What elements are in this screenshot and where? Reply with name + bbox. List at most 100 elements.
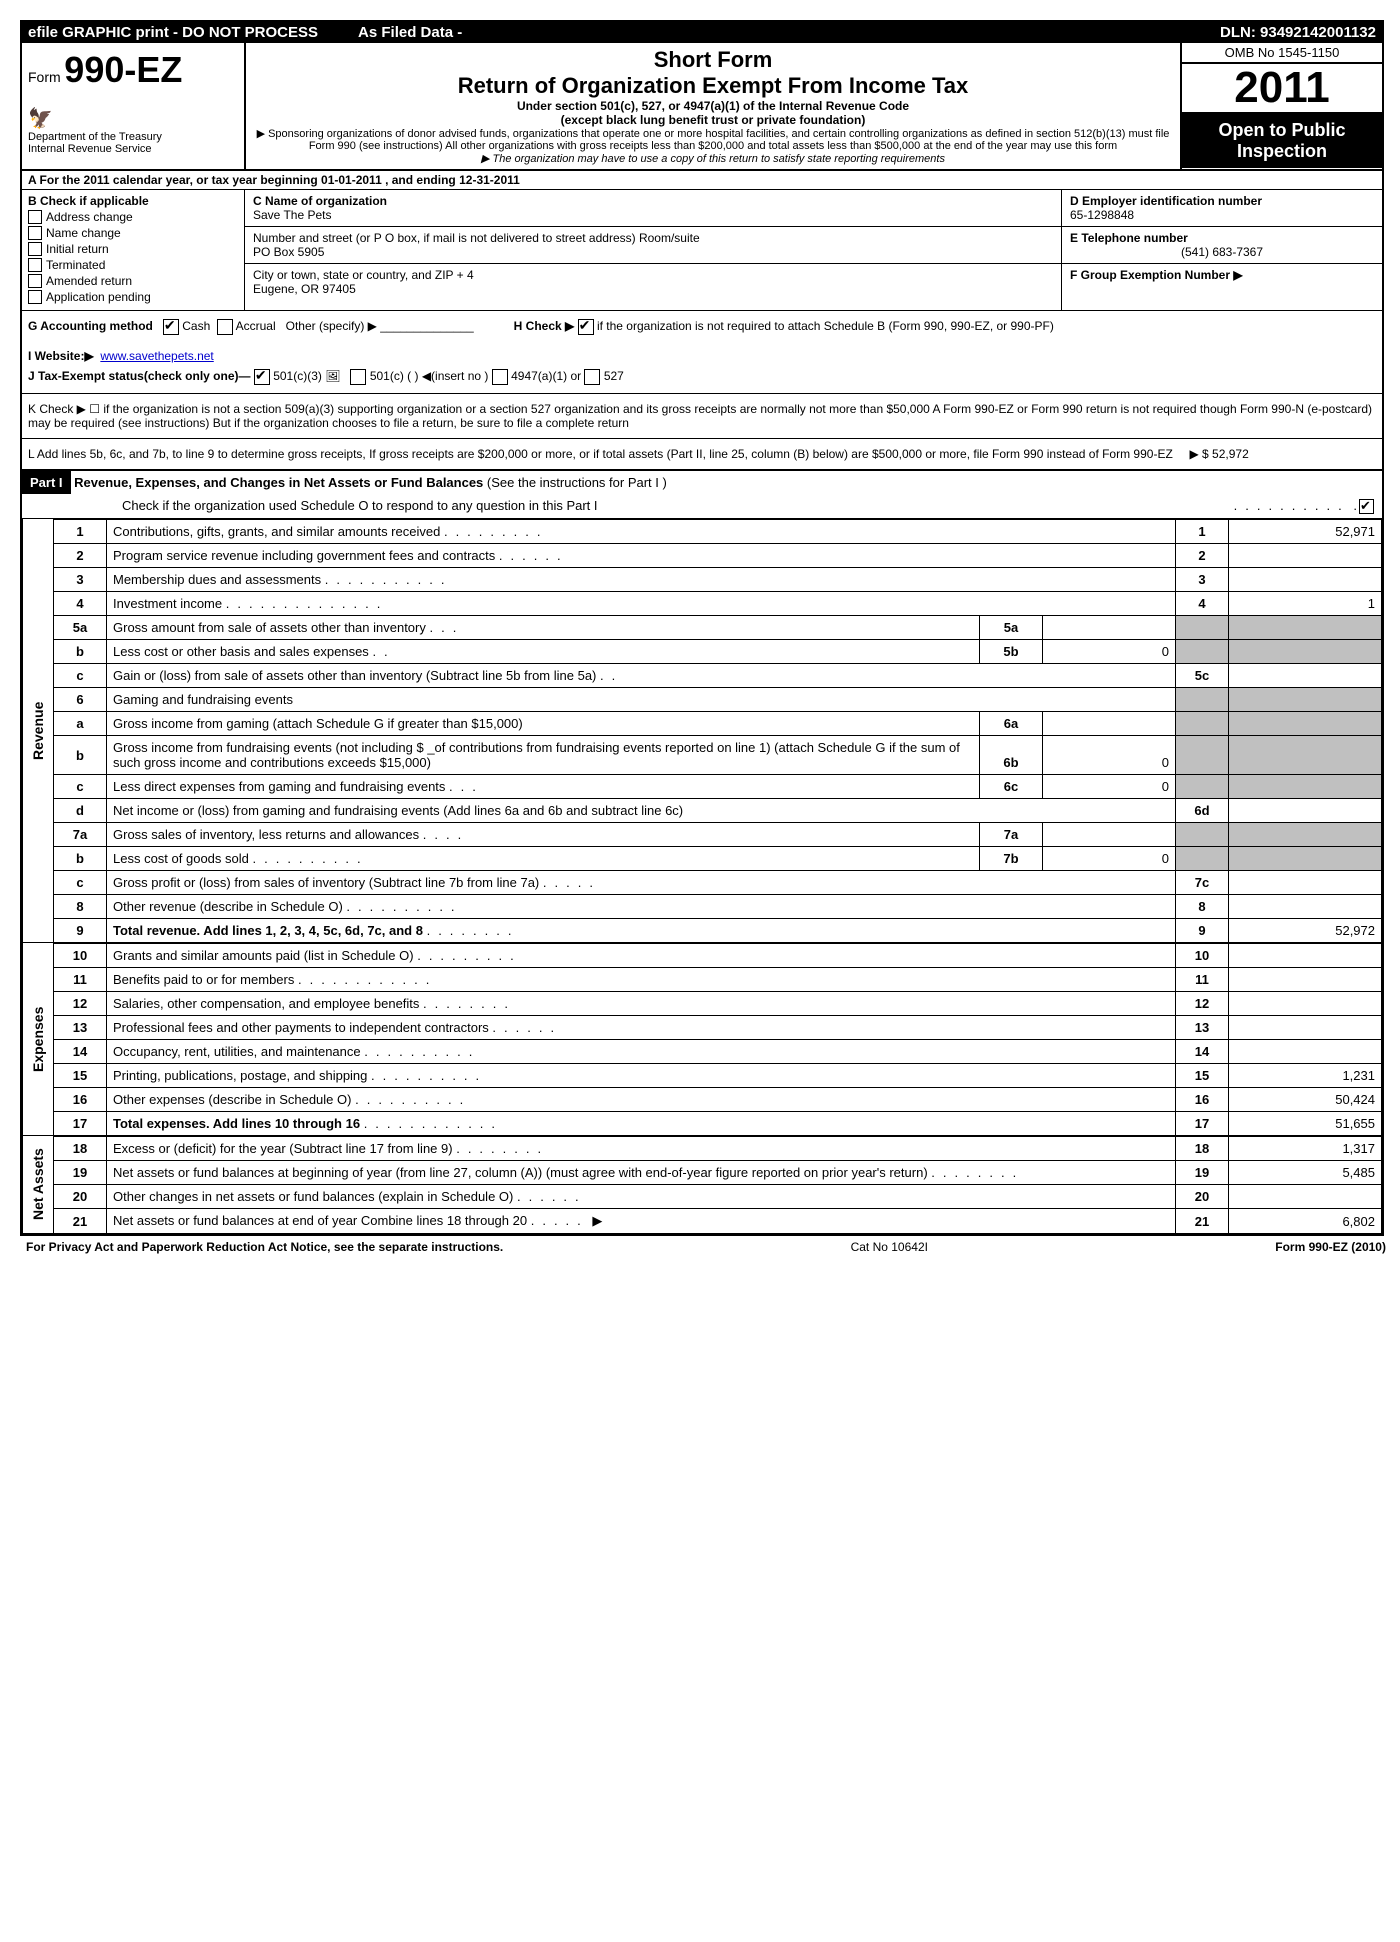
part1-title: Revenue, Expenses, and Changes in Net As… <box>74 475 483 490</box>
line-desc: Other expenses (describe in Schedule O) … <box>107 1088 1176 1112</box>
cb-name-change[interactable] <box>28 226 42 240</box>
line-num: 14 <box>54 1040 107 1064</box>
line-num: 1 <box>54 520 107 544</box>
line-rnum: 15 <box>1176 1064 1229 1088</box>
line-desc: Printing, publications, postage, and shi… <box>107 1064 1176 1088</box>
g-accrual: Accrual <box>236 319 276 333</box>
line-amount <box>1229 871 1382 895</box>
line-desc: Gross sales of inventory, less returns a… <box>107 823 1176 847</box>
line-num: 6 <box>54 688 107 712</box>
sub1: Under section 501(c), 527, or 4947(a)(1)… <box>250 99 1176 113</box>
cb-501c3[interactable] <box>254 369 270 385</box>
cb-initial-return[interactable] <box>28 242 42 256</box>
line-amount <box>1229 544 1382 568</box>
topbar-dln: DLN: 93492142001132 <box>1220 24 1376 41</box>
line-rnum-shaded <box>1176 736 1229 775</box>
part1-header-row: Part I Revenue, Expenses, and Changes in… <box>22 471 1382 519</box>
cb-address-change[interactable] <box>28 210 42 224</box>
cb-cash[interactable] <box>163 319 179 335</box>
line-num: 5a <box>54 616 107 640</box>
line-amount <box>1229 664 1382 688</box>
header-row: Form 990-EZ 🦅 Department of the Treasury… <box>22 43 1382 171</box>
form-990ez: efile GRAPHIC print - DO NOT PROCESS As … <box>20 20 1384 1236</box>
line-desc: Less direct expenses from gaming and fun… <box>107 775 1176 799</box>
bullet2: ▶ The organization may have to use a cop… <box>250 152 1176 165</box>
line-desc: Occupancy, rent, utilities, and maintena… <box>107 1040 1176 1064</box>
sub-amt: 0 <box>1043 775 1176 798</box>
expenses-table: 10Grants and similar amounts paid (list … <box>53 943 1382 1136</box>
line-amount <box>1229 1016 1382 1040</box>
line-amount: 50,424 <box>1229 1088 1382 1112</box>
netassets-section: Net Assets 18Excess or (deficit) for the… <box>22 1136 1382 1234</box>
line-amount-shaded <box>1229 823 1382 847</box>
j-label: J Tax-Exempt status(check only one)— <box>28 369 251 383</box>
cb-terminated[interactable] <box>28 258 42 272</box>
open-line1: Open to Public <box>1184 120 1380 141</box>
c-addr-value: PO Box 5905 <box>253 245 1053 259</box>
row-a-label: A For the 2011 calendar year, or tax yea… <box>28 173 318 187</box>
line-rnum-shaded <box>1176 712 1229 736</box>
block-l: L Add lines 5b, 6c, and 7b, to line 9 to… <box>22 439 1382 471</box>
line-amount <box>1229 1040 1382 1064</box>
open-line2: Inspection <box>1184 141 1380 162</box>
vlabel-expenses: Expenses <box>22 943 53 1136</box>
line-desc: Other revenue (describe in Schedule O) .… <box>107 895 1176 919</box>
line-num: 21 <box>54 1209 107 1234</box>
i-website: I Website:▶ www.savethepets.net <box>28 349 1376 363</box>
h-text2: if the organization is not required to a… <box>597 319 1054 333</box>
line-desc: Membership dues and assessments ........… <box>107 568 1176 592</box>
sub-num: 5b <box>980 640 1043 663</box>
line-num: 8 <box>54 895 107 919</box>
open-to-public: Open to Public Inspection <box>1182 114 1382 168</box>
cb-label: Terminated <box>46 258 105 272</box>
line-amount <box>1229 799 1382 823</box>
g-accounting: G Accounting method Cash Accrual Other (… <box>28 319 474 335</box>
part1-checkline: Check if the organization used Schedule … <box>122 498 598 514</box>
line-amount: 52,971 <box>1229 520 1382 544</box>
footer-right: Form 990-EZ (2010) <box>1275 1240 1386 1254</box>
line-desc: Net assets or fund balances at end of ye… <box>107 1209 1176 1234</box>
cb-527[interactable] <box>584 369 600 385</box>
line-rnum: 2 <box>1176 544 1229 568</box>
line-rnum-shaded <box>1176 847 1229 871</box>
line-desc: Program service revenue including govern… <box>107 544 1176 568</box>
sub-amt: 0 <box>1043 640 1176 663</box>
cb-amended-return[interactable] <box>28 274 42 288</box>
cb-part1-scho[interactable] <box>1359 499 1374 514</box>
line-amount-shaded <box>1229 847 1382 871</box>
irs-eagle-icon: 🦅 <box>28 106 53 131</box>
sub-num: 6c <box>980 775 1043 798</box>
sub-num: 6a <box>980 712 1043 735</box>
line-desc: Benefits paid to or for members ........… <box>107 968 1176 992</box>
header-left: Form 990-EZ 🦅 Department of the Treasury… <box>22 43 246 169</box>
footer-mid: Cat No 10642I <box>851 1240 928 1254</box>
line-amount: 6,802 <box>1229 1209 1382 1234</box>
line-num: 16 <box>54 1088 107 1112</box>
cb-4947[interactable] <box>492 369 508 385</box>
sub-amt: 0 <box>1043 736 1176 774</box>
dept-treasury: Department of the Treasury <box>28 131 238 143</box>
line-desc: Excess or (deficit) for the year (Subtra… <box>107 1137 1176 1161</box>
line-num: 2 <box>54 544 107 568</box>
line-rnum-shaded <box>1176 616 1229 640</box>
d-tel-label: E Telephone number <box>1070 231 1374 245</box>
line-num: 9 <box>54 919 107 943</box>
dept-irs: Internal Revenue Service <box>28 143 238 155</box>
website-link[interactable]: www.savethepets.net <box>100 349 213 363</box>
col-d: D Employer identification number 65-1298… <box>1061 190 1382 310</box>
l-text: L Add lines 5b, 6c, and 7b, to line 9 to… <box>28 447 1173 461</box>
line-num: 13 <box>54 1016 107 1040</box>
line-desc: Contributions, gifts, grants, and simila… <box>107 520 1176 544</box>
line-amount <box>1229 992 1382 1016</box>
line-desc: Total expenses. Add lines 10 through 16 … <box>107 1112 1176 1136</box>
cb-application-pending[interactable] <box>28 290 42 304</box>
cb-501c[interactable] <box>350 369 366 385</box>
line-num: 12 <box>54 992 107 1016</box>
line-rnum-shaded <box>1176 688 1229 712</box>
line-num: c <box>54 871 107 895</box>
line-amount <box>1229 968 1382 992</box>
g-cash: Cash <box>182 319 210 333</box>
cb-accrual[interactable] <box>217 319 233 335</box>
cb-h[interactable] <box>578 319 594 335</box>
cb-label: Initial return <box>46 242 109 256</box>
